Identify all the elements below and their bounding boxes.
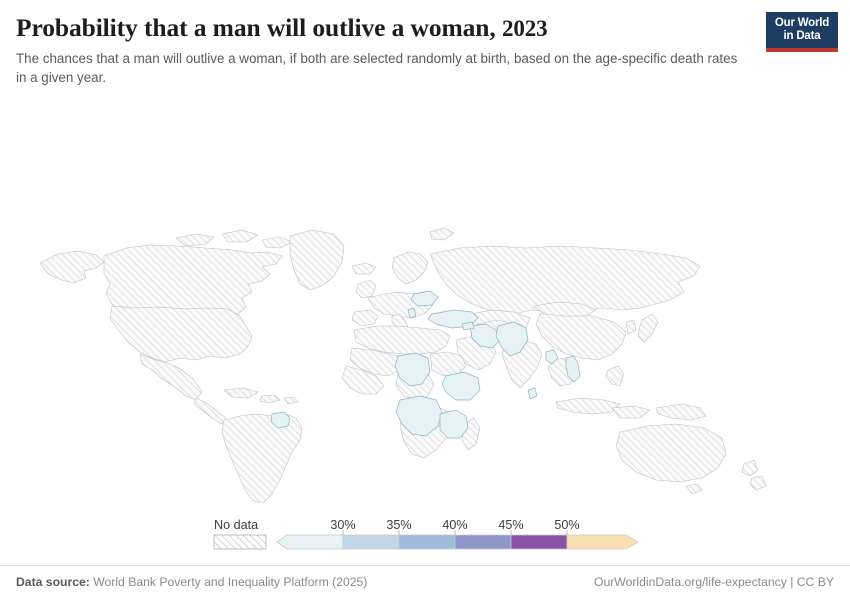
legend-bin-1[interactable] <box>342 534 400 550</box>
chart-footer: Data source: World Bank Poverty and Ineq… <box>0 565 850 600</box>
legend-bin-4[interactable] <box>510 534 568 550</box>
legend-bin-3[interactable] <box>454 534 512 550</box>
legend-tick-2: 40% <box>442 518 467 532</box>
legend-color-bar[interactable] <box>276 534 639 550</box>
world-map[interactable] <box>0 108 850 503</box>
chart-subtitle: The chances that a man will outlive a wo… <box>16 51 738 85</box>
legend-tick-4: 50% <box>554 518 579 532</box>
legend-bin-2[interactable] <box>398 534 456 550</box>
legend-tick-0: 30% <box>330 518 355 532</box>
data-source-value: World Bank Poverty and Inequality Platfo… <box>93 575 368 589</box>
data-source-label: Data source: <box>16 575 90 589</box>
legend-bin-5[interactable] <box>566 534 639 550</box>
map-legend[interactable]: No data 3 <box>0 505 850 555</box>
title-year: 2023 <box>501 16 548 41</box>
title-text: Probability that a man will outlive a wo… <box>16 13 496 42</box>
owid-logo[interactable]: Our World in Data <box>766 12 838 52</box>
data-source: Data source: World Bank Poverty and Ineq… <box>16 575 367 589</box>
legend-no-data-label: No data <box>214 518 258 532</box>
map-region-with-data[interactable] <box>270 290 581 439</box>
legend-tick-labels: 30% 35% 40% 45% 50% <box>330 518 579 532</box>
page-title: Probability that a man will outlive a wo… <box>16 13 756 42</box>
logo-line-1: Our World <box>774 16 830 29</box>
chart-header: Probability that a man will outlive a wo… <box>16 13 756 87</box>
legend-bin-0[interactable] <box>276 534 344 550</box>
legend-no-data-swatch[interactable] <box>213 534 267 550</box>
legend-tick-1: 35% <box>386 518 411 532</box>
legend-ticks <box>342 530 568 535</box>
legend-tick-3: 45% <box>498 518 523 532</box>
footer-link[interactable]: OurWorldinData.org/life-expectancy | CC … <box>593 575 834 589</box>
logo-line-2: in Data <box>783 29 821 42</box>
